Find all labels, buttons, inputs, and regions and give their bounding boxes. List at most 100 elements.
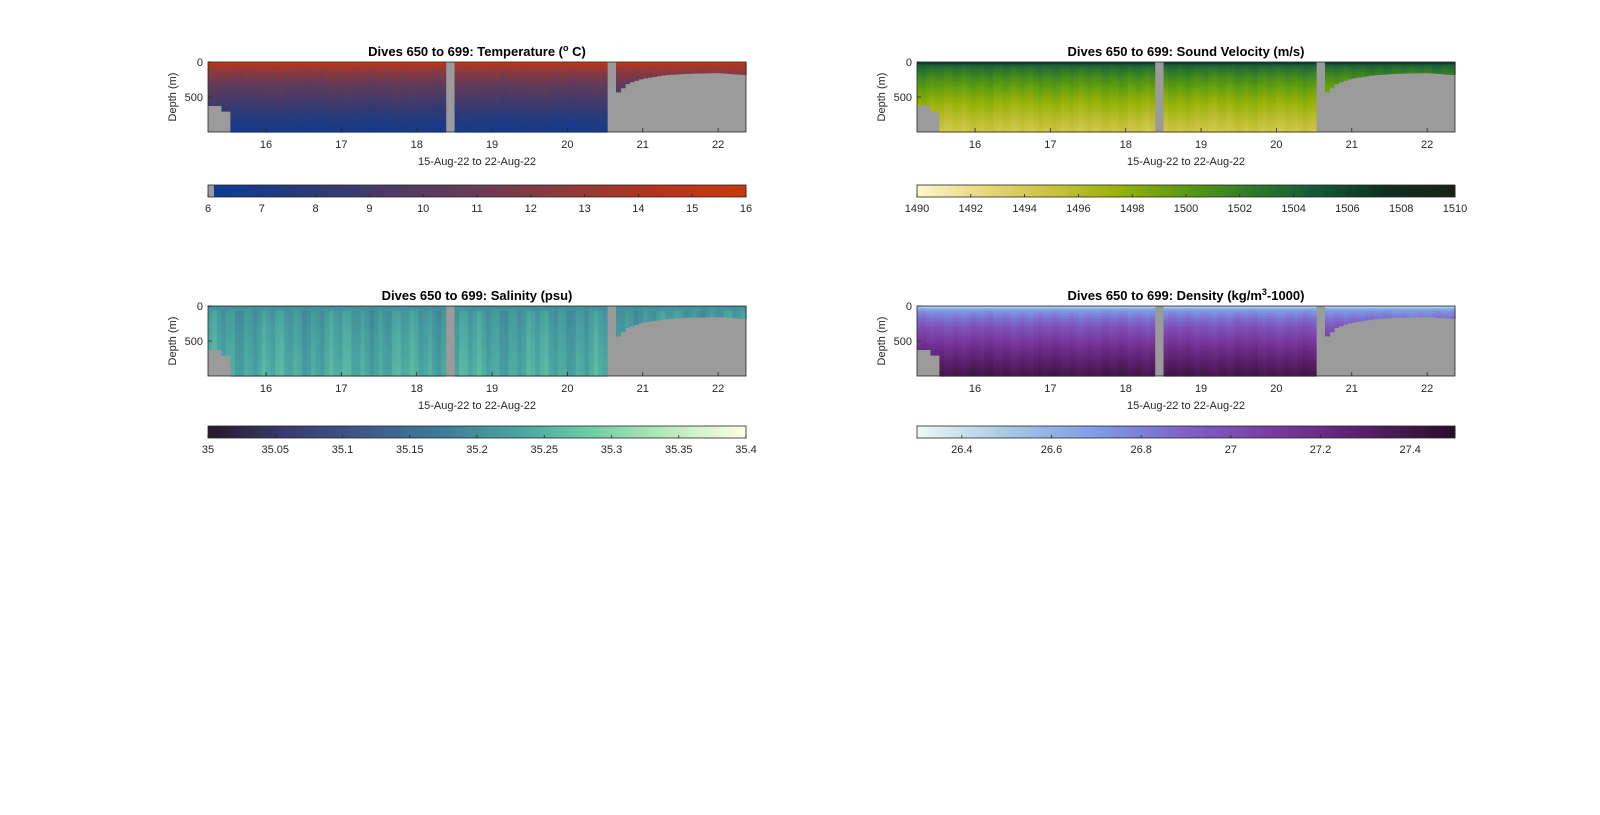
heatmap-cell [459, 94, 465, 98]
heatmap-cell [248, 82, 254, 86]
heatmap-cell [216, 102, 223, 106]
heatmap-cell [472, 119, 478, 123]
heatmap-cell [432, 124, 438, 128]
heatmap-cell [571, 94, 577, 98]
heatmap-cell [1262, 94, 1268, 98]
heatmap-cell [1002, 112, 1008, 116]
heatmap-cell [275, 112, 281, 116]
heatmap-cell [391, 77, 397, 81]
heatmap-cell [624, 77, 631, 81]
heatmap-cell [1293, 62, 1299, 66]
heatmap-cell [418, 114, 424, 118]
heatmap-cell [302, 87, 308, 91]
heatmap-cell [261, 124, 267, 128]
heatmap-cell [418, 102, 424, 106]
heatmap-cell [1024, 107, 1030, 111]
heatmap-cell [414, 99, 420, 103]
heatmap-cell [472, 129, 478, 133]
heatmap-cell [1244, 89, 1250, 93]
heatmap-cell [1280, 67, 1286, 71]
heatmap-cell [1109, 107, 1115, 111]
heatmap-cell [266, 82, 272, 86]
heatmap-cell [261, 112, 267, 116]
heatmap-cell [418, 79, 424, 83]
heatmap-cell [257, 102, 263, 106]
heatmap-cell [1230, 104, 1236, 108]
heatmap-cell [988, 77, 994, 81]
heatmap-cell [454, 62, 460, 66]
colorbar-segment [315, 185, 321, 197]
heatmap-cell [432, 102, 438, 106]
heatmap-cell [378, 72, 384, 76]
heatmap-cell [1275, 82, 1281, 86]
heatmap-cell [1069, 114, 1075, 118]
heatmap-cell [580, 127, 586, 131]
heatmap-cell [557, 79, 563, 83]
heatmap-cell [230, 124, 236, 128]
heatmap-cell [423, 62, 429, 66]
heatmap-cell [1221, 79, 1227, 83]
heatmap-cell [252, 122, 258, 126]
heatmap-cell [557, 104, 563, 108]
heatmap-cell [988, 62, 994, 66]
heatmap-cell [311, 92, 317, 96]
heatmap-cell [315, 109, 321, 113]
heatmap-cell [571, 107, 577, 111]
heatmap-cell [441, 99, 447, 103]
heatmap-cell [391, 69, 397, 73]
heatmap-cell [373, 94, 379, 98]
heatmap-cell [961, 74, 967, 78]
heatmap-cell [1123, 112, 1129, 116]
heatmap-cell [284, 77, 290, 81]
heatmap-cell [1244, 119, 1250, 123]
heatmap-cell [544, 64, 550, 68]
heatmap-cell [351, 99, 357, 103]
heatmap-cell [562, 99, 568, 103]
heatmap-cell [230, 64, 236, 68]
heatmap-cell [1248, 67, 1254, 71]
heatmap-cell [952, 104, 958, 108]
heatmap-cell [656, 64, 662, 68]
heatmap-cell [975, 114, 981, 118]
heatmap-cell [1055, 64, 1062, 68]
heatmap-cell [1150, 102, 1156, 106]
heatmap-cell [1073, 77, 1079, 81]
heatmap-cell [580, 122, 586, 126]
heatmap-cell [288, 64, 294, 68]
heatmap-cell [288, 119, 294, 123]
heatmap-cell [1271, 69, 1277, 73]
heatmap-cell [261, 107, 267, 111]
heatmap-cell [252, 89, 258, 93]
heatmap-cell [1105, 127, 1111, 131]
heatmap-cell [1033, 79, 1039, 83]
heatmap-cell [1194, 97, 1201, 101]
heatmap-cell [1253, 67, 1259, 71]
heatmap-cell [1244, 67, 1250, 71]
colorbar-tick-label: 13 [578, 203, 590, 215]
heatmap-cell [378, 67, 384, 71]
heatmap-cell [1033, 102, 1039, 106]
heatmap-cell [1006, 79, 1012, 83]
heatmap-cell [261, 102, 267, 106]
colorbar-segment [320, 185, 326, 197]
heatmap-cell [1127, 119, 1133, 123]
heatmap-cell [266, 67, 272, 71]
heatmap-cell [1150, 99, 1156, 103]
heatmap-cell [553, 122, 559, 126]
heatmap-cell [966, 77, 972, 81]
heatmap-cell [957, 89, 963, 93]
heatmap-cell [225, 104, 232, 108]
heatmap-cell [1100, 117, 1106, 121]
heatmap-cell [315, 64, 321, 68]
colorbar-segment [364, 185, 370, 197]
heatmap-cell [503, 107, 509, 111]
heatmap-cell [266, 127, 272, 131]
heatmap-cell [1293, 87, 1299, 91]
heatmap-cell [1203, 94, 1210, 98]
heatmap-cell [1212, 92, 1218, 96]
heatmap-cell [360, 64, 366, 68]
heatmap-cell [957, 107, 963, 111]
heatmap-cell [1015, 104, 1021, 108]
heatmap-cell [468, 69, 474, 73]
heatmap-cell [1239, 62, 1245, 66]
